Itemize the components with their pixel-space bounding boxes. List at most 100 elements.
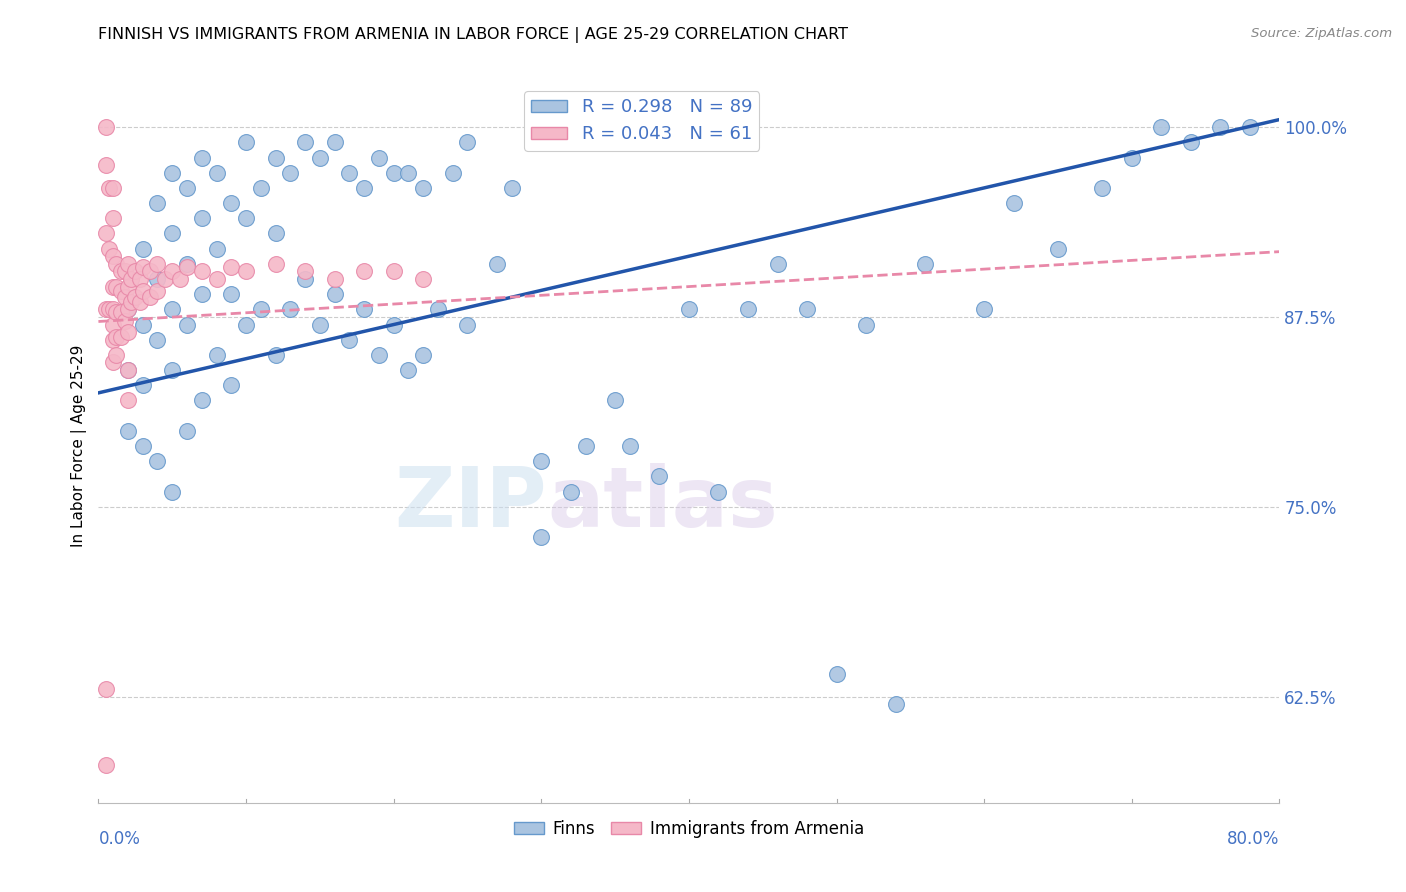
Point [280, 166, 302, 180]
Point [441, 166, 464, 180]
Text: atlas: atlas [547, 463, 778, 543]
Point [382, 166, 405, 180]
Point [353, 181, 375, 195]
Point [280, 302, 302, 317]
Point [176, 257, 198, 271]
Text: Source: ZipAtlas.com: Source: ZipAtlas.com [1251, 27, 1392, 40]
Point [1239, 120, 1261, 135]
Point [264, 151, 287, 165]
Point [575, 439, 598, 453]
Point [105, 329, 128, 343]
Point [294, 264, 316, 278]
Point [139, 264, 162, 278]
Point [117, 302, 139, 317]
Point [205, 272, 228, 286]
Point [191, 287, 214, 301]
Point [146, 257, 169, 271]
Point [132, 378, 155, 392]
Point [1209, 120, 1232, 135]
Point [1002, 196, 1025, 211]
Point [162, 166, 183, 180]
Point [205, 242, 228, 256]
Point [398, 166, 420, 180]
Point [1121, 151, 1143, 165]
Point [146, 454, 169, 468]
Point [294, 272, 316, 286]
Point [605, 393, 627, 408]
Point [103, 318, 125, 332]
Point [855, 318, 877, 332]
Point [796, 302, 818, 317]
Point [105, 305, 128, 319]
Text: 0.0%: 0.0% [98, 830, 141, 848]
Point [97, 302, 120, 317]
Point [117, 325, 139, 339]
Point [191, 264, 214, 278]
Point [339, 333, 361, 347]
Point [105, 348, 128, 362]
Point [120, 294, 142, 309]
Legend: Finns, Immigrants from Armenia: Finns, Immigrants from Armenia [508, 814, 870, 845]
Point [294, 136, 316, 150]
Point [124, 264, 146, 278]
Point [530, 530, 553, 544]
Point [368, 348, 391, 362]
Point [235, 264, 257, 278]
Point [94, 227, 117, 241]
Point [94, 158, 117, 172]
Point [825, 666, 848, 681]
Point [191, 393, 214, 408]
Point [114, 314, 136, 328]
Point [94, 302, 117, 317]
Point [103, 249, 125, 263]
Point [250, 181, 273, 195]
Point [176, 318, 198, 332]
Point [1046, 242, 1070, 256]
Point [103, 211, 125, 226]
Point [176, 260, 198, 274]
Point [162, 484, 183, 499]
Point [132, 318, 155, 332]
Point [309, 151, 332, 165]
Point [560, 484, 582, 499]
Point [105, 279, 128, 293]
Point [973, 302, 995, 317]
Point [162, 363, 183, 377]
Point [128, 272, 150, 286]
Point [124, 290, 146, 304]
Point [766, 257, 789, 271]
Point [1150, 120, 1173, 135]
Point [339, 166, 361, 180]
Point [176, 181, 198, 195]
Point [162, 264, 183, 278]
Point [146, 272, 169, 286]
Point [176, 424, 198, 438]
Point [132, 284, 155, 298]
Point [132, 260, 155, 274]
Point [114, 290, 136, 304]
Point [146, 196, 169, 211]
Point [103, 302, 125, 317]
Point [94, 757, 117, 772]
Point [486, 257, 509, 271]
Point [132, 439, 155, 453]
Point [914, 257, 936, 271]
Point [412, 181, 434, 195]
Point [737, 302, 759, 317]
Point [619, 439, 641, 453]
Point [103, 181, 125, 195]
Point [530, 454, 553, 468]
Point [235, 136, 257, 150]
Point [707, 484, 730, 499]
Point [235, 211, 257, 226]
Point [117, 363, 139, 377]
Point [117, 279, 139, 293]
Point [146, 333, 169, 347]
Point [205, 348, 228, 362]
Point [457, 318, 479, 332]
Point [648, 469, 671, 483]
Point [323, 136, 346, 150]
Point [191, 211, 214, 226]
Point [264, 348, 287, 362]
Point [382, 264, 405, 278]
